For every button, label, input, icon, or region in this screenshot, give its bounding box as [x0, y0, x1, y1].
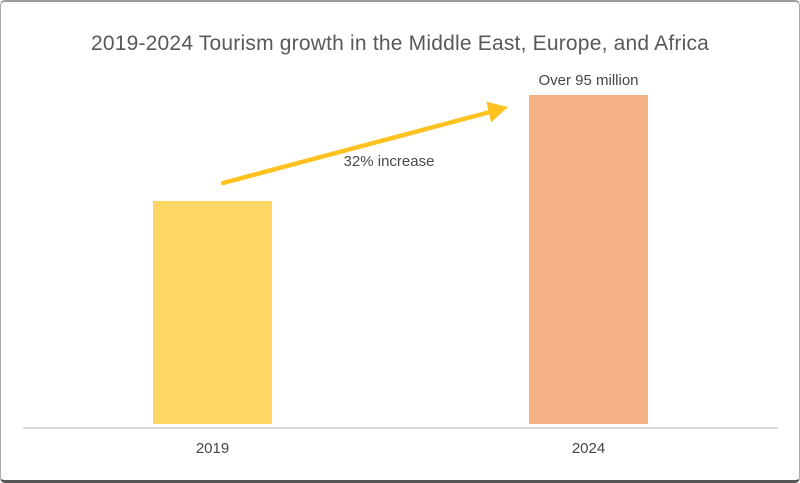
x-tick-2019: 2019	[195, 440, 230, 457]
growth-annotation: 32% increase	[343, 153, 435, 170]
x-axis-line	[23, 427, 778, 429]
bar-2019	[153, 201, 272, 424]
x-tick-2024: 2024	[571, 440, 606, 457]
chart-title: 2019-2024 Tourism growth in the Middle E…	[90, 32, 710, 55]
bar-2024-value-label: Over 95 million	[538, 72, 639, 89]
bar-2024	[529, 95, 648, 424]
